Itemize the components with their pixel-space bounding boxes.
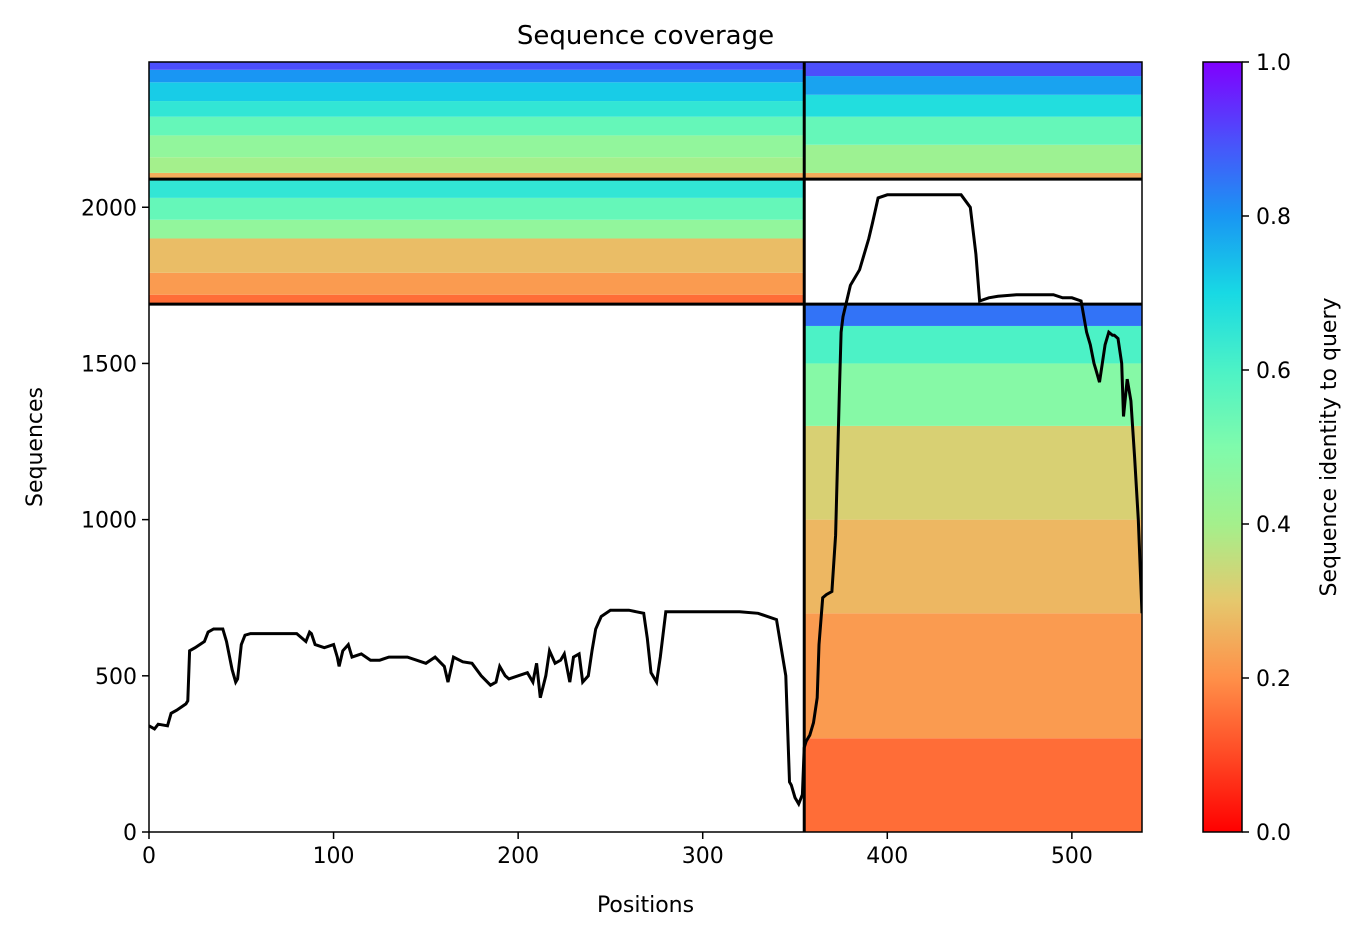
coverage-band-0-7 bbox=[149, 62, 805, 70]
y-axis: 0 500 1000 1500 2000 bbox=[81, 196, 149, 846]
coverage-band-0-0 bbox=[149, 172, 805, 180]
coverage-band-0-5 bbox=[149, 82, 805, 102]
colorbar-tick-label-3: 0.6 bbox=[1256, 359, 1291, 384]
coverage-band-3-4 bbox=[804, 363, 1142, 426]
plot-frame bbox=[148, 61, 1143, 833]
coverage-band-1-2 bbox=[804, 116, 1142, 145]
x-axis-title: Positions bbox=[597, 893, 694, 918]
coverage-band-1-1 bbox=[804, 144, 1142, 173]
coverage-band-3-2 bbox=[804, 519, 1142, 614]
x-tick-label-200: 200 bbox=[497, 844, 539, 869]
colorbar bbox=[1202, 61, 1243, 833]
coverage-band-1-5 bbox=[804, 62, 1142, 77]
x-axis: 0 100 200 300 400 500 bbox=[142, 832, 1093, 869]
colorbar-label: Sequence identity to query bbox=[1317, 297, 1342, 596]
y-tick-label-1000: 1000 bbox=[81, 509, 137, 534]
x-tick-label-400: 400 bbox=[866, 844, 908, 869]
coverage-band-2-4 bbox=[149, 197, 805, 220]
coverage-band-0-3 bbox=[149, 116, 805, 136]
colorbar-tick-label-1: 0.2 bbox=[1256, 667, 1291, 692]
y-tick-label-500: 500 bbox=[95, 665, 137, 690]
coverage-band-0-1 bbox=[149, 157, 805, 173]
coverage-band-3-3 bbox=[804, 425, 1142, 520]
coverage-band-0-4 bbox=[149, 101, 805, 117]
x-tick-label-100: 100 bbox=[313, 844, 355, 869]
domain-boundaries bbox=[149, 62, 1142, 832]
colorbar-tick-label-2: 0.4 bbox=[1256, 513, 1291, 538]
y-tick-label-1500: 1500 bbox=[81, 352, 137, 377]
x-tick-label-300: 300 bbox=[682, 844, 724, 869]
coverage-band-2-0 bbox=[149, 294, 805, 305]
y-axis-title: Sequences bbox=[23, 387, 48, 507]
y-tick-label-0: 0 bbox=[123, 821, 137, 846]
coverage-band-0-2 bbox=[149, 135, 805, 158]
coverage-band-1-3 bbox=[804, 94, 1142, 117]
coverage-band-0-6 bbox=[149, 69, 805, 83]
coverage-band-3-0 bbox=[804, 738, 1142, 832]
coverage-band-1-0 bbox=[804, 172, 1142, 180]
coverage-band-2-3 bbox=[149, 219, 805, 239]
coverage-line bbox=[149, 193, 1142, 808]
colorbar-ticks: 0.0 0.2 0.4 0.6 0.8 1.0 bbox=[1242, 51, 1291, 846]
y-tick-label-2000: 2000 bbox=[81, 196, 137, 221]
coverage-band-3-6 bbox=[804, 304, 1142, 326]
x-tick-label-0: 0 bbox=[142, 844, 156, 869]
colorbar-tick-label-4: 0.8 bbox=[1256, 205, 1291, 230]
coverage-heatmap bbox=[149, 62, 1142, 832]
coverage-band-3-1 bbox=[804, 613, 1142, 739]
coverage-band-2-2 bbox=[149, 238, 805, 273]
coverage-band-2-5 bbox=[149, 179, 805, 198]
coverage-band-1-4 bbox=[804, 76, 1142, 95]
colorbar-tick-label-0: 0.0 bbox=[1256, 821, 1291, 846]
coverage-band-2-1 bbox=[149, 272, 805, 295]
colorbar-tick-label-5: 1.0 bbox=[1256, 51, 1291, 76]
chart-title: Sequence coverage bbox=[517, 21, 774, 51]
x-tick-label-500: 500 bbox=[1051, 844, 1093, 869]
